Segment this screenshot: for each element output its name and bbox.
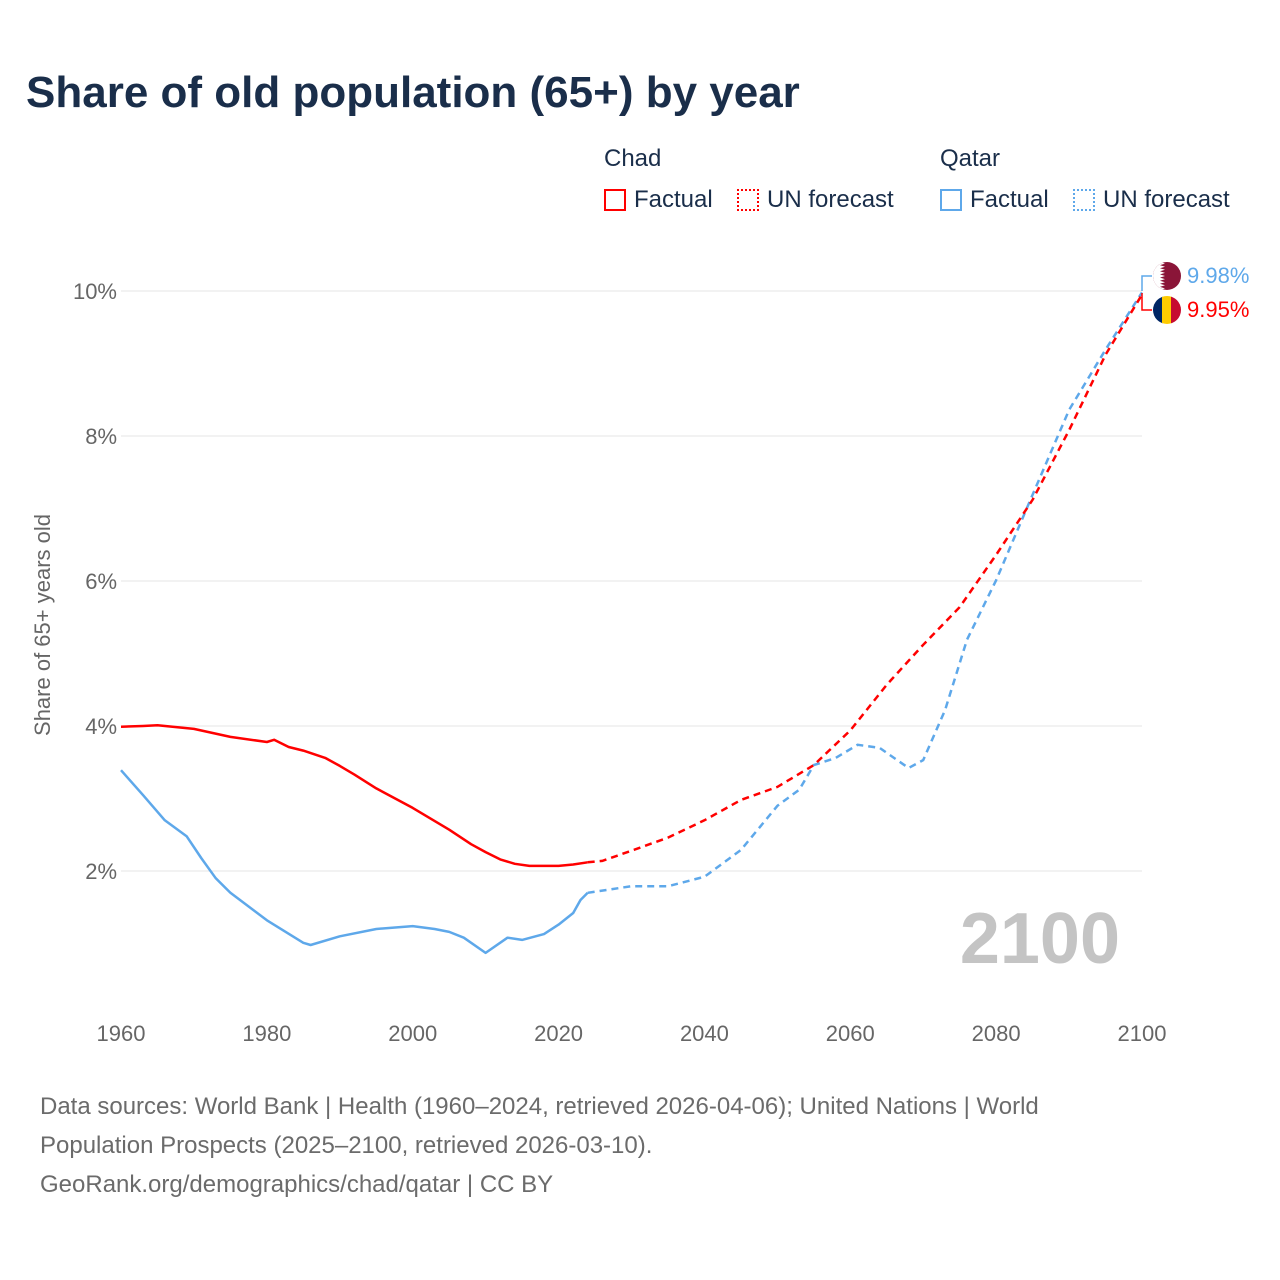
legend-chad-factual[interactable]: Factual: [604, 186, 713, 214]
legend-label: UN forecast: [767, 186, 894, 213]
chart-title: Share of old population (65+) by year: [26, 68, 800, 117]
qatar-end-value: 9.98%: [1187, 263, 1249, 288]
source-line-2: Population Prospects (2025–2100, retriev…: [40, 1132, 653, 1159]
legend-label: Factual: [634, 186, 713, 213]
x-tick-label: 2020: [534, 1021, 583, 1046]
legend-qatar-factual[interactable]: Factual: [940, 186, 1049, 214]
year-watermark: 2100: [960, 899, 1120, 979]
chad-connector: [1141, 293, 1152, 311]
y-tick-label: 6%: [85, 569, 117, 594]
solid-swatch-icon: [940, 189, 962, 211]
legend-chad-forecast[interactable]: UN forecast: [737, 186, 894, 214]
source-line-1: Data sources: World Bank | Health (1960–…: [40, 1093, 1039, 1120]
legend-qatar-title: Qatar: [940, 145, 1001, 172]
footer: Data sources: World Bank | Health (1960–…: [40, 1087, 1200, 1204]
chad-forecast-line: [587, 293, 1144, 864]
qatar-flag-icon: [1153, 262, 1181, 290]
y-axis-label: Share of 65+ years old: [30, 514, 55, 736]
dotted-swatch-icon: [737, 189, 759, 211]
x-tick-label: 1980: [242, 1021, 291, 1046]
legend-label: Factual: [970, 186, 1049, 213]
legend-chad-title: Chad: [604, 145, 662, 172]
y-tick-label: 10%: [73, 279, 117, 304]
qatar-connector: [1141, 275, 1152, 291]
chad-flag-icon: [1153, 296, 1181, 324]
y-tick-label: 2%: [85, 859, 117, 884]
chad-factual-line: [120, 724, 588, 868]
x-tick-label: 2040: [680, 1021, 729, 1046]
source-link[interactable]: GeoRank.org/demographics/chad/qatar | CC…: [40, 1171, 554, 1198]
y-tick-label: 4%: [85, 714, 117, 739]
solid-swatch-icon: [604, 189, 626, 211]
qatar-forecast-line: [587, 291, 1144, 895]
x-tick-label: 2100: [1118, 1021, 1167, 1046]
x-tick-label: 2060: [826, 1021, 875, 1046]
y-tick-label: 8%: [85, 424, 117, 449]
x-tick-label: 2080: [972, 1021, 1021, 1046]
qatar-factual-line: [120, 769, 589, 955]
dotted-swatch-icon: [1073, 189, 1095, 211]
legend-qatar-forecast[interactable]: UN forecast: [1073, 186, 1230, 214]
x-tick-label: 1960: [97, 1021, 146, 1046]
legend-label: UN forecast: [1103, 186, 1230, 213]
x-tick-label: 2000: [388, 1021, 437, 1046]
chad-end-value: 9.95%: [1187, 297, 1249, 322]
